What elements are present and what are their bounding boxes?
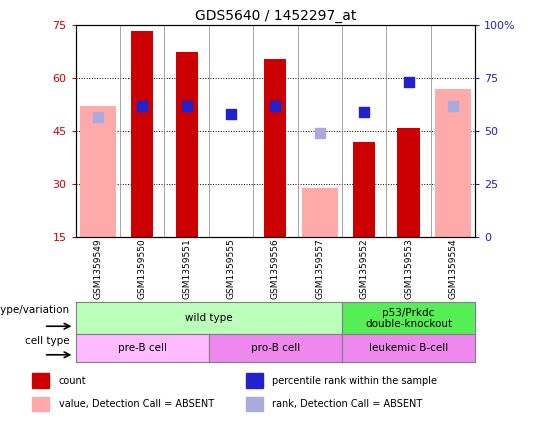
- Point: [138, 103, 146, 110]
- Title: GDS5640 / 1452297_at: GDS5640 / 1452297_at: [195, 9, 356, 23]
- Point: [360, 108, 368, 115]
- Point: [227, 110, 235, 117]
- Text: cell type: cell type: [25, 336, 69, 346]
- Bar: [302, 187, 338, 237]
- Bar: [80, 107, 116, 237]
- Text: leukemic B-cell: leukemic B-cell: [369, 343, 448, 353]
- Text: percentile rank within the sample: percentile rank within the sample: [273, 376, 437, 386]
- Text: value, Detection Call = ABSENT: value, Detection Call = ABSENT: [59, 399, 214, 409]
- Text: p53/Prkdc
double-knockout: p53/Prkdc double-knockout: [365, 308, 452, 329]
- Bar: [32, 397, 49, 411]
- Text: rank, Detection Call = ABSENT: rank, Detection Call = ABSENT: [273, 399, 423, 409]
- Point: [271, 103, 280, 110]
- Bar: [264, 59, 287, 237]
- Text: genotype/variation: genotype/variation: [0, 305, 69, 316]
- Text: pre-B cell: pre-B cell: [118, 343, 167, 353]
- Point: [449, 103, 457, 110]
- Bar: [353, 142, 375, 237]
- Bar: [176, 52, 198, 237]
- Bar: [246, 374, 262, 388]
- Bar: [397, 128, 420, 237]
- Text: count: count: [59, 376, 86, 386]
- Bar: [435, 89, 471, 237]
- Point: [93, 114, 102, 121]
- Bar: [32, 374, 49, 388]
- Text: wild type: wild type: [185, 313, 233, 323]
- Text: pro-B cell: pro-B cell: [251, 343, 300, 353]
- Bar: [131, 31, 153, 237]
- Point: [183, 103, 191, 110]
- Point: [315, 129, 324, 136]
- Bar: [246, 397, 262, 411]
- Point: [404, 78, 413, 85]
